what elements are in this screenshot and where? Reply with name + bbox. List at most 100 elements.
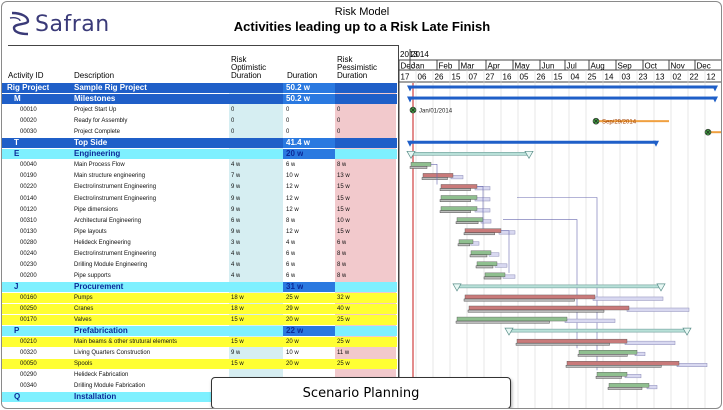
timeline-day: 02: [673, 73, 682, 82]
row-duration: 41.4 w: [286, 138, 311, 148]
task-baseline-bar: [457, 243, 471, 247]
category-start-marker: [406, 150, 416, 160]
task-baseline-bar: [421, 177, 448, 180]
table-row[interactable]: 00120 Pipe dimensions 9 w 12 w 15 w: [2, 205, 397, 215]
task-baseline-bar: [469, 254, 488, 258]
row-activity-id: 00120: [20, 206, 37, 213]
header-optimistic-line2: Optimistic: [231, 63, 267, 72]
timeline-day: 03: [622, 73, 631, 82]
table-row[interactable]: 00040 Main Process Flow 4 w 6 w 8 w: [2, 160, 397, 170]
task-baseline-bar: [467, 309, 605, 313]
row-pessimistic-duration: 15 w: [337, 184, 350, 191]
category-bar: [410, 152, 530, 156]
task-bar: [476, 261, 498, 267]
timeline-day: 15: [554, 73, 563, 82]
row-description: Pipe dimensions: [74, 206, 119, 213]
table-row[interactable]: P Prefabrication 22 w: [2, 326, 397, 337]
row-optimistic-duration: 15 w: [231, 361, 244, 368]
row-activity-id: 00040: [20, 162, 37, 169]
timeline-day: 26: [435, 73, 444, 82]
task-baseline-bar: [475, 265, 494, 269]
report-title: Activities leading up to a Risk Late Fin…: [233, 19, 491, 34]
pessimistic-range-bar: [498, 230, 516, 235]
table-row[interactable]: E Engineering 20 w: [2, 149, 397, 160]
table-row[interactable]: 00280 Helideck Engineering 3 w 4 w 6 w: [2, 238, 397, 248]
table-row[interactable]: 00030 Project Complete 0 0 0: [2, 127, 397, 137]
row-description: Project Start Up: [74, 107, 117, 114]
row-description: Ready for Assembly: [74, 118, 128, 125]
row-description: Helideck Engineering: [74, 239, 131, 246]
table-row[interactable]: 00190 Main structure engineering 7 w 10 w 13…: [2, 171, 397, 181]
table-row[interactable]: 00130 Pipe layouts 9 w 12 w 15 w: [2, 227, 397, 237]
row-pessimistic-duration: 0: [337, 118, 341, 125]
table-row[interactable]: 00140 Electro/instrument Engineering 9 w 12…: [2, 194, 397, 204]
header-activity-id[interactable]: Activity ID: [8, 71, 44, 80]
row-duration: 4 w: [286, 239, 296, 246]
timeline-year: 2013: [400, 50, 418, 59]
task-bar: [456, 217, 484, 222]
table-row[interactable]: 00050 Spools 15 w 20 w 25 w: [2, 359, 397, 370]
row-activity-id: Rig Project: [7, 83, 50, 92]
summary-bar: [410, 96, 715, 100]
table-row[interactable]: 00230 Drilling Module Engineering 4 w 6 w 8 …: [2, 260, 397, 270]
task-bar: [440, 206, 478, 211]
gantt-chart[interactable]: 2013 2014 Dec Jan Feb Mar Apr May Jun Jul Aug Sep Oc…: [398, 45, 722, 408]
header-optimistic-duration[interactable]: Risk Optimistic Duration: [231, 56, 266, 80]
task-bar: [484, 272, 506, 278]
table-row[interactable]: 00240 Electro/instrument Engineering 4 w 6 …: [2, 249, 397, 259]
timeline-month: Jun: [542, 62, 555, 71]
timeline-year: 2014: [411, 50, 429, 59]
timeline-day: 04: [571, 73, 580, 82]
table-row[interactable]: M Milestones 50.2 w: [2, 94, 397, 105]
header-pessimistic-line2: Pessimistic: [337, 63, 378, 72]
row-description: Procurement: [74, 281, 124, 291]
table-row[interactable]: 00170 Valves 15 w 20 w 25 w: [2, 315, 397, 326]
table-row[interactable]: 00200 Pipe supports 4 w 6 w 8 w: [2, 271, 397, 281]
task-bar: [468, 305, 630, 311]
table-row[interactable]: 00160 Pumps 18 w 25 w 32 w: [2, 292, 397, 303]
header-duration[interactable]: Duration: [287, 71, 318, 80]
table-row[interactable]: 00210 Main beams & other strutural elemen…: [2, 337, 397, 348]
table-row[interactable]: Rig Project Sample Rig Project 50.2 w: [2, 83, 397, 93]
row-optimistic-duration: 9 w: [231, 184, 241, 191]
category-start-marker: [504, 327, 514, 336]
timeline-day: 12: [707, 73, 716, 82]
row-optimistic-duration: 0: [231, 107, 235, 114]
row-activity-id: 00170: [20, 317, 37, 324]
table-row[interactable]: T Top Side 41.4 w: [2, 138, 397, 149]
table-row[interactable]: J Procurement 31 w: [2, 281, 397, 292]
row-description: Valves: [74, 317, 92, 324]
row-activity-id: P: [14, 326, 20, 336]
table-row[interactable]: 00220 Electro/instrument Engineering 9 w 12…: [2, 182, 397, 192]
optimistic-column-background: [229, 83, 283, 408]
table-row[interactable]: 00010 Project Start Up 0 0 0: [2, 105, 397, 115]
task-bar: [464, 294, 596, 300]
row-activity-id: 00220: [20, 184, 37, 191]
duration-highlight: [283, 281, 335, 292]
row-pessimistic-duration: 0: [337, 107, 341, 114]
summary-bar: [410, 85, 715, 89]
table-row[interactable]: 00250 Cranes 18 w 29 w 40 w: [2, 304, 397, 314]
row-pessimistic-duration: 6 w: [337, 239, 347, 246]
header-pessimistic-duration[interactable]: Risk Pessimistic Duration: [337, 56, 377, 80]
row-description: Living Quarters Construction: [74, 350, 151, 357]
row-description: Spools: [74, 361, 93, 368]
table-row[interactable]: 00290 Helideck Fabrication: [2, 370, 397, 380]
task-baseline-bar: [455, 221, 479, 225]
table-row[interactable]: 00320 Living Quarters Construction 9 w 10 w…: [2, 348, 397, 358]
row-optimistic-duration: 7 w: [231, 173, 241, 180]
table-row[interactable]: 00310 Architectural Engineering 6 w 8 w 10 w: [2, 216, 397, 226]
table-row[interactable]: 00020 Ready for Assembly 0 0 0: [2, 116, 397, 126]
row-optimistic-duration: 18 w: [231, 306, 244, 312]
table-row[interactable]: 00340 Drilling Module Fabrication: [2, 381, 397, 391]
header-description[interactable]: Description: [74, 71, 115, 80]
row-activity-id: 00010: [20, 107, 37, 114]
row-description: Prefabrication: [74, 326, 128, 336]
timeline-day: 07: [469, 73, 478, 82]
task-baseline-bar: [577, 354, 628, 357]
row-description: Main Process Flow: [74, 162, 125, 169]
task-baseline-bar: [409, 166, 428, 169]
row-duration: 0: [286, 129, 290, 136]
